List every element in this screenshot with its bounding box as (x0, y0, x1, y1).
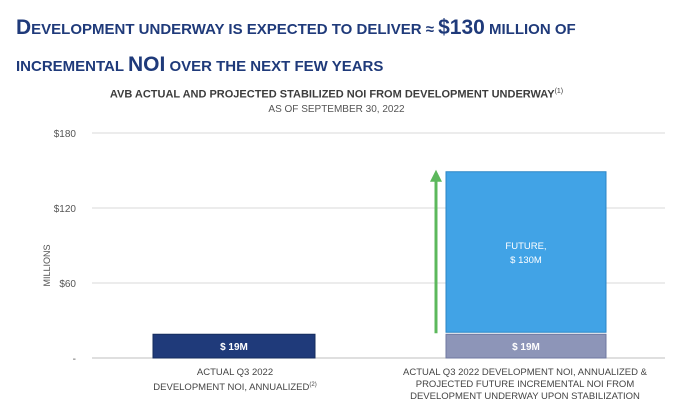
category-label-line: DEVELOPMENT NOI, ANNUALIZED(2) (153, 382, 317, 394)
headline: DEVELOPMENT UNDERWAY IS EXPECTED TO DELI… (16, 8, 661, 82)
bar-label-actual: $ 19M (220, 342, 248, 353)
y-tick-label: $120 (54, 204, 77, 215)
headline-segment: EVELOPMENT UNDERWAY IS EXPECTED TO DELIV… (31, 21, 439, 38)
headline-segment: D (16, 16, 32, 39)
category-label-line: ACTUAL Q3 2022 DEVELOPMENT NOI, ANNUALIZ… (403, 367, 647, 378)
bar-future (445, 171, 607, 333)
headline-segment: MILLION OF (484, 21, 576, 38)
category-label-line: DEVELOPMENT UNDERWAY UPON STABILIZATION (410, 391, 640, 402)
bar-actual (445, 333, 607, 359)
chart-title: AVB ACTUAL AND PROJECTED STABILIZED NOI … (109, 88, 564, 101)
headline-segment: INCREMENTAL (16, 58, 128, 75)
category-label-actual: ACTUAL Q3 2022 DEVELOPMENT NOI, ANNUALIZE… (125, 367, 345, 394)
category-label-projected: ACTUAL Q3 2022 DEVELOPMENT NOI, ANNUALIZ… (385, 367, 665, 403)
bar-label-future: $ 130M (510, 255, 542, 266)
growth-arrow-head (430, 169, 442, 182)
category-label-line: PROJECTED FUTURE INCREMENTAL NOI FROM (415, 379, 635, 390)
bar-actual (152, 333, 316, 359)
category-footnote: (2) (309, 382, 317, 388)
headline-segment: NOI (127, 53, 166, 76)
bar-label-actual: $ 19M (512, 342, 540, 353)
y-tick-label: $180 (54, 129, 77, 140)
headline-line-2: INCREMENTAL NOI OVER THE NEXT FEW YEARS (16, 45, 661, 82)
headline-segment: OVER THE NEXT FEW YEARS (165, 58, 384, 75)
chart-subtitle: AS OF SEPTEMBER 30, 2022 (268, 104, 405, 115)
y-tick-label: $60 (59, 279, 76, 290)
category-label-line: ACTUAL Q3 2022 (196, 367, 274, 378)
headline-segment: $130 (438, 16, 485, 39)
bar-label-future: FUTURE, (505, 241, 546, 252)
y-axis-label: MILLIONS (42, 244, 52, 286)
headline-line-1: DEVELOPMENT UNDERWAY IS EXPECTED TO DELI… (16, 8, 661, 45)
y-tick-label: - (73, 354, 76, 365)
chart-title-footnote: (1) (554, 88, 564, 95)
